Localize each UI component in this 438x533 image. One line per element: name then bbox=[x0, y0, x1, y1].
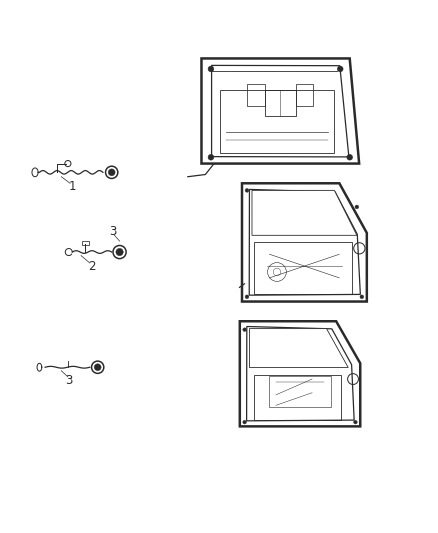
Bar bbox=[82, 241, 89, 245]
Circle shape bbox=[347, 155, 353, 160]
Bar bbox=[254, 375, 341, 420]
Circle shape bbox=[245, 295, 249, 298]
Circle shape bbox=[243, 328, 247, 332]
Circle shape bbox=[245, 189, 249, 192]
Circle shape bbox=[353, 421, 357, 424]
Bar bbox=[247, 84, 265, 106]
Bar bbox=[220, 90, 334, 153]
Polygon shape bbox=[252, 190, 357, 235]
Circle shape bbox=[208, 155, 214, 160]
Bar bbox=[254, 243, 352, 294]
Circle shape bbox=[116, 248, 123, 256]
Circle shape bbox=[355, 205, 359, 209]
Bar bbox=[296, 84, 313, 106]
Text: 3: 3 bbox=[109, 225, 116, 238]
Circle shape bbox=[360, 295, 364, 298]
Bar bbox=[269, 376, 332, 407]
Bar bbox=[265, 90, 296, 116]
Circle shape bbox=[243, 421, 247, 424]
Circle shape bbox=[94, 364, 101, 370]
Polygon shape bbox=[250, 329, 348, 367]
Text: 1: 1 bbox=[68, 180, 76, 193]
Circle shape bbox=[208, 66, 214, 72]
Text: 3: 3 bbox=[65, 374, 72, 387]
Text: 2: 2 bbox=[88, 260, 96, 272]
Circle shape bbox=[337, 66, 343, 72]
Circle shape bbox=[108, 169, 115, 176]
